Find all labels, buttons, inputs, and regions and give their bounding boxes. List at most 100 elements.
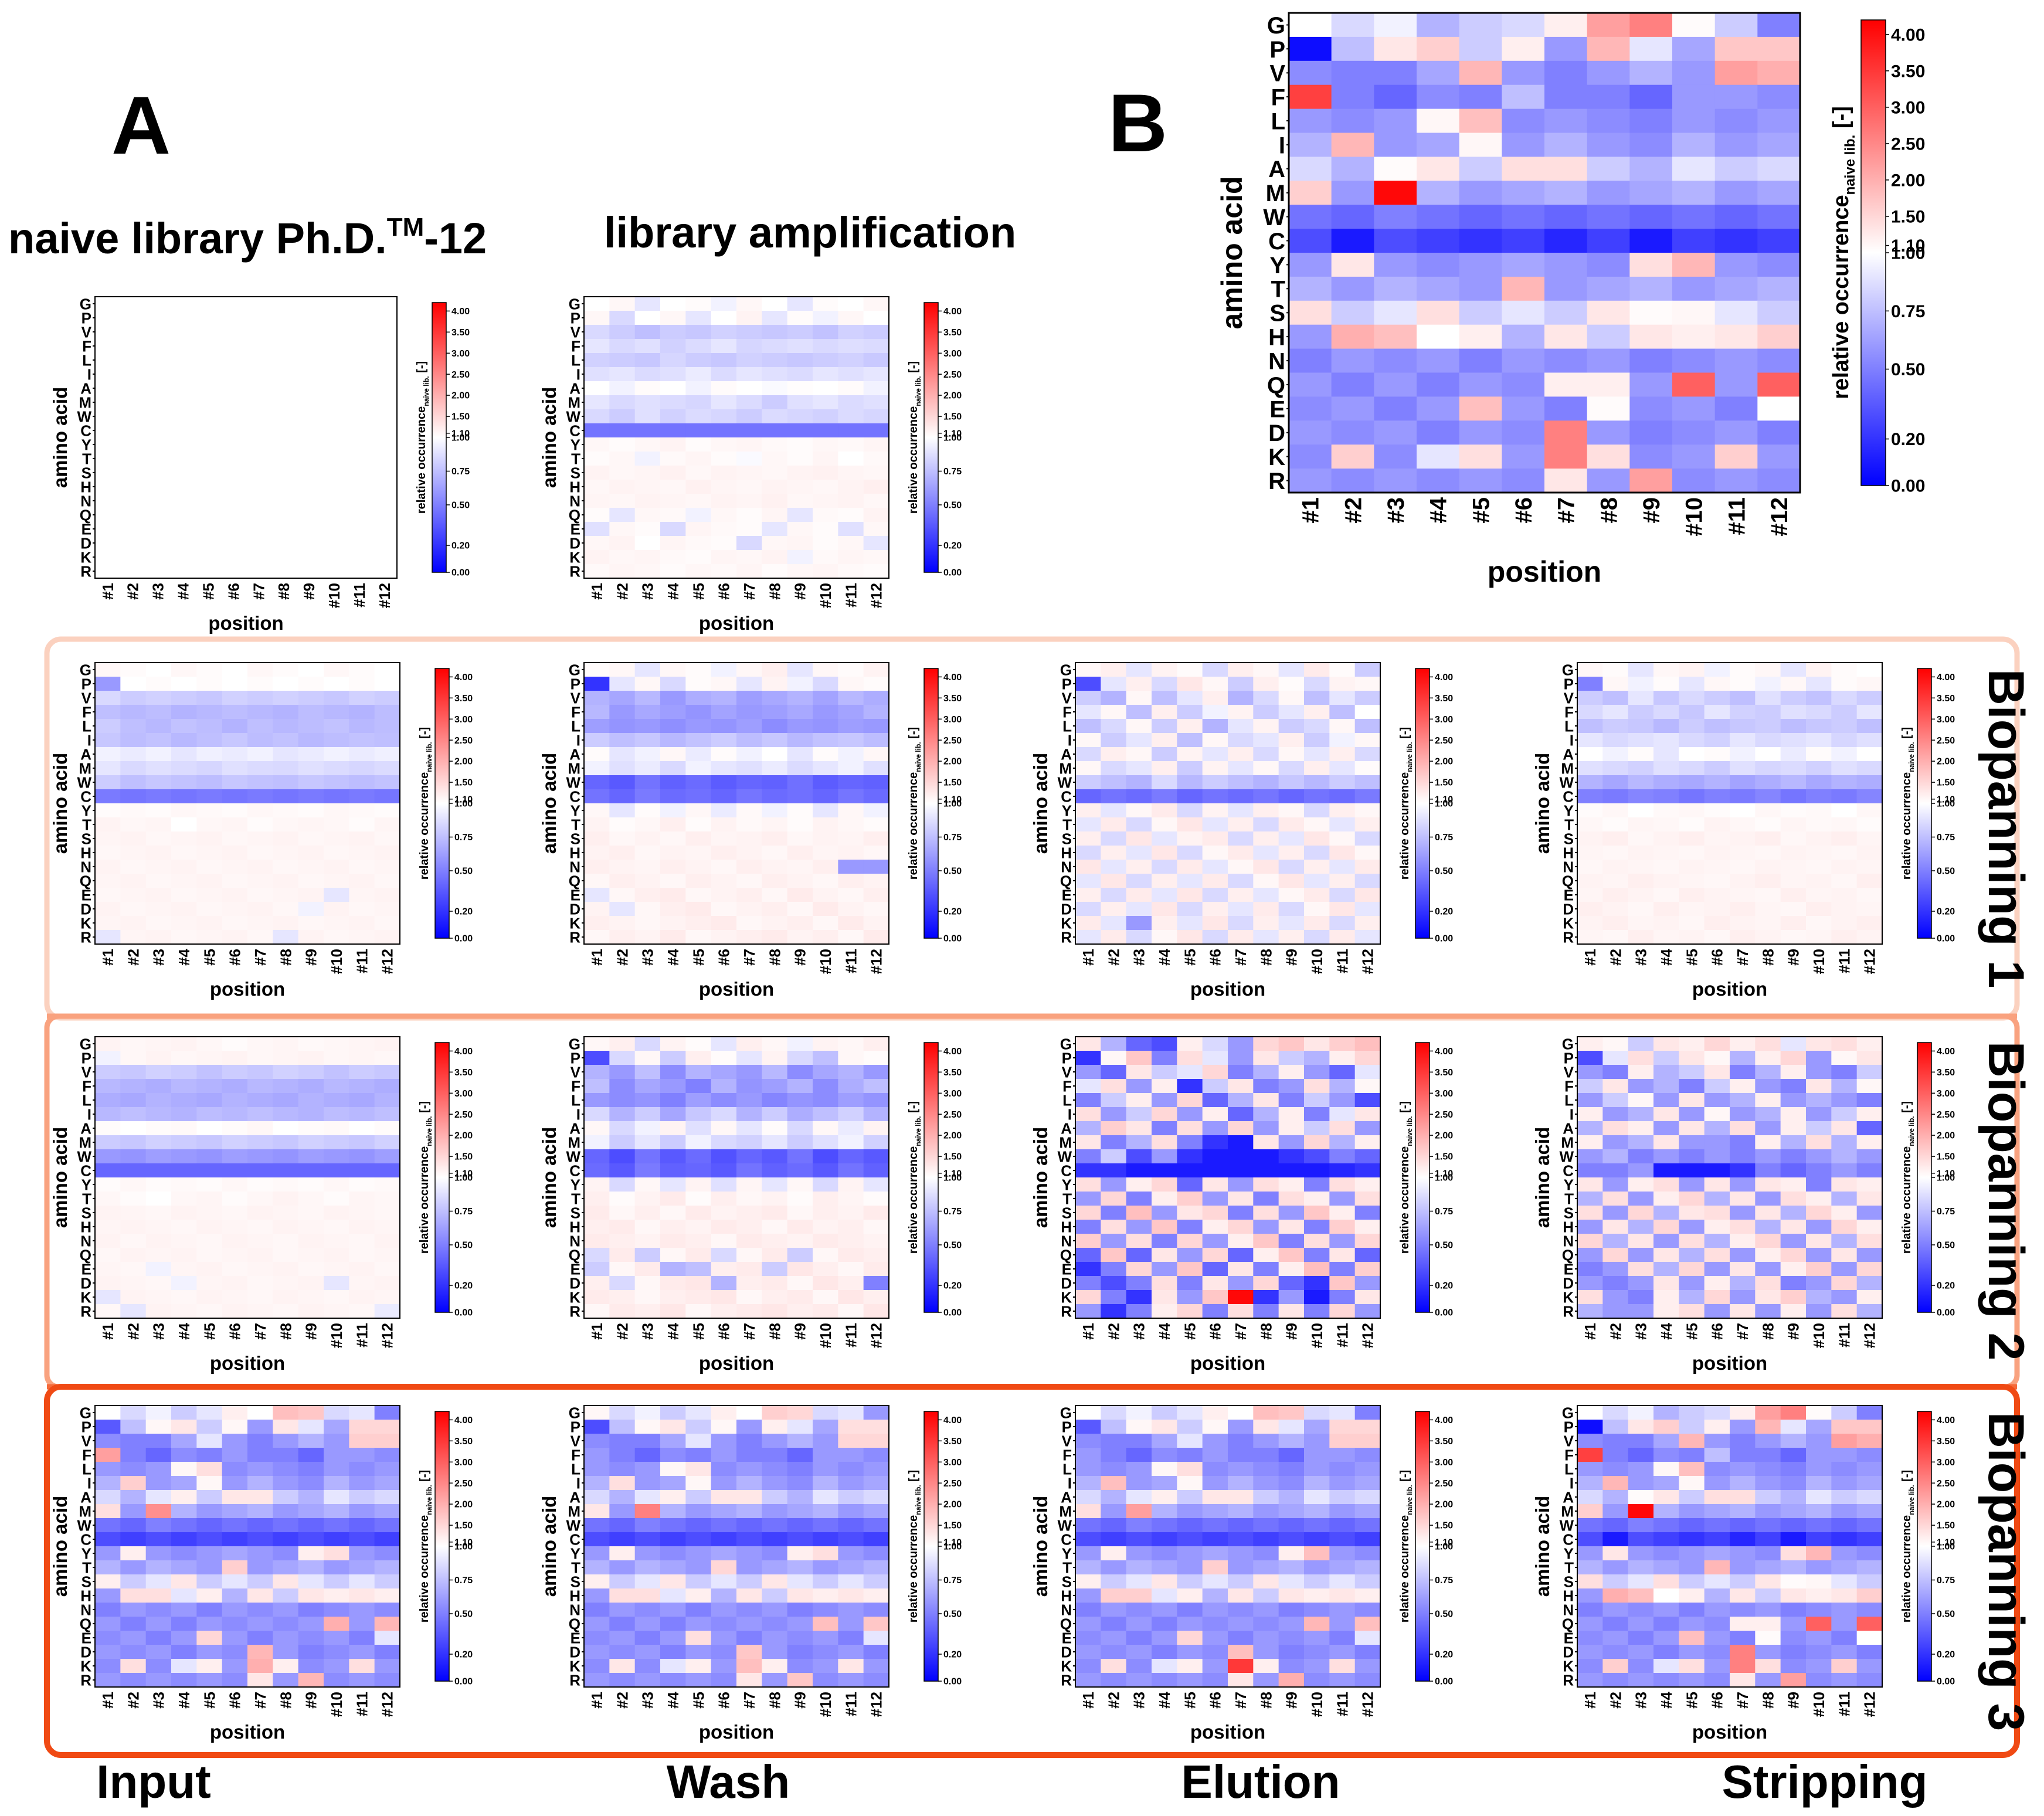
heatmap-cell	[273, 1617, 299, 1631]
heatmap-cell	[273, 1290, 299, 1305]
y-tick-label: D	[80, 1274, 91, 1292]
y-tick-label: E	[1062, 1260, 1072, 1278]
heatmap-cell	[1329, 691, 1356, 705]
heatmap-cell	[1374, 444, 1417, 469]
heatmap-cell	[838, 522, 864, 537]
y-tick-label: N	[569, 858, 580, 875]
x-tick-label: #7	[252, 1692, 269, 1709]
heatmap-cell	[1075, 1065, 1101, 1080]
heatmap-cell	[196, 1631, 223, 1645]
heatmap-cell	[1672, 372, 1716, 397]
heatmap-cell	[1228, 1588, 1254, 1603]
colorbar-title: relative occurrencenaive lib. [-]	[418, 1101, 433, 1254]
heatmap-cell	[1253, 677, 1279, 691]
heatmap-cell	[1289, 300, 1332, 325]
heatmap-cell	[634, 536, 661, 551]
heatmap-cell	[374, 1406, 400, 1420]
heatmap-cell	[1628, 789, 1654, 804]
heatmap-cell	[347, 423, 372, 438]
heatmap-cell	[736, 1518, 762, 1533]
y-tick-label: F	[82, 703, 91, 721]
heatmap-cell	[1354, 1107, 1381, 1122]
y-axis-label: amino acid	[538, 753, 560, 854]
heatmap-cell	[1228, 1645, 1254, 1659]
heatmap-cell	[95, 1206, 121, 1220]
heatmap-cell	[1629, 469, 1673, 493]
heatmap-cell	[273, 1560, 299, 1575]
heatmap-cell	[813, 1518, 838, 1533]
heatmap-cell	[1755, 846, 1781, 860]
colorbar-tick-label: 0.50	[1891, 360, 1925, 379]
x-tick-label: #2	[613, 1323, 631, 1340]
x-tick-label: #5	[201, 949, 218, 966]
colorbar-title: relative occurrencenaive lib. [-]	[1398, 1470, 1414, 1622]
heatmap-cell	[1152, 1192, 1177, 1206]
heatmap-cell	[95, 1673, 121, 1688]
heatmap-cell	[1755, 663, 1781, 677]
heatmap-cell	[1544, 324, 1588, 349]
heatmap-cell	[736, 1560, 762, 1575]
heatmap-cell	[298, 1673, 324, 1688]
heatmap-cell	[145, 705, 172, 719]
heatmap-cell	[374, 846, 400, 860]
heatmap-cell	[120, 1546, 147, 1561]
heatmap-cell	[195, 381, 222, 396]
heatmap-cell	[324, 1617, 349, 1631]
heatmap-cell	[324, 1163, 349, 1178]
y-tick-label: T	[1062, 816, 1072, 833]
heatmap-cell	[863, 564, 889, 579]
heatmap-cell	[1628, 1603, 1654, 1617]
heatmap-cell	[374, 1673, 400, 1688]
heatmap-cell	[584, 930, 610, 945]
heatmap-cell	[247, 1276, 273, 1291]
heatmap-cell	[1278, 1673, 1305, 1688]
heatmap-cell	[95, 522, 121, 537]
heatmap-cell	[1202, 1532, 1228, 1547]
heatmap-cell	[838, 803, 864, 818]
heatmap-cell	[273, 691, 299, 705]
heatmap-cell	[1780, 874, 1807, 888]
heatmap-cell	[1278, 1065, 1305, 1080]
heatmap-cell	[1354, 1079, 1381, 1094]
heatmap-cell	[1704, 1248, 1730, 1262]
colorbar-tick-label: 1.50	[1937, 1521, 1955, 1531]
heatmap-cell	[1278, 663, 1305, 677]
heatmap-cell	[273, 1220, 299, 1234]
heatmap-cell	[1374, 253, 1417, 277]
heatmap-cell	[374, 1276, 400, 1291]
heatmap-cell	[1602, 1248, 1629, 1262]
heatmap-cell	[95, 1490, 121, 1505]
x-tick-label: #2	[1105, 1323, 1122, 1340]
heatmap-cell	[1653, 1149, 1679, 1164]
heatmap-cell	[1629, 84, 1673, 110]
heatmap-cell	[1602, 677, 1629, 691]
heatmap-cell	[196, 1603, 223, 1617]
heatmap-cell	[349, 1107, 375, 1122]
heatmap-cell	[584, 311, 610, 325]
heatmap-cell	[736, 437, 762, 452]
heatmap-frame	[583, 1405, 889, 1688]
heatmap-cell	[1278, 1462, 1305, 1476]
y-tick-label: N	[569, 492, 580, 510]
heatmap-cell	[271, 480, 297, 494]
heatmap-cell	[838, 1504, 864, 1519]
heatmap-cell	[145, 1177, 172, 1192]
heatmap-cell	[298, 803, 324, 818]
heatmap-cell	[1126, 677, 1152, 691]
y-tick-label: L	[1062, 1460, 1072, 1478]
heatmap-cell	[120, 874, 147, 888]
heatmap-cell	[1831, 1588, 1858, 1603]
x-tick-label: #12	[868, 583, 885, 608]
heatmap-cell	[1856, 1065, 1883, 1080]
heatmap-cell	[1417, 36, 1460, 62]
colorbar-tick-label: 1.50	[451, 412, 470, 422]
heatmap-cell	[1329, 1617, 1356, 1631]
heatmap-cell	[1856, 663, 1883, 677]
heatmap-cell	[711, 1504, 737, 1519]
heatmap-cell	[711, 353, 737, 368]
heatmap-cell	[120, 803, 147, 818]
heatmap-cell	[349, 1276, 375, 1291]
heatmap-cell	[1780, 691, 1807, 705]
heatmap-cell	[1228, 1262, 1254, 1277]
heatmap-cell	[584, 1631, 610, 1645]
